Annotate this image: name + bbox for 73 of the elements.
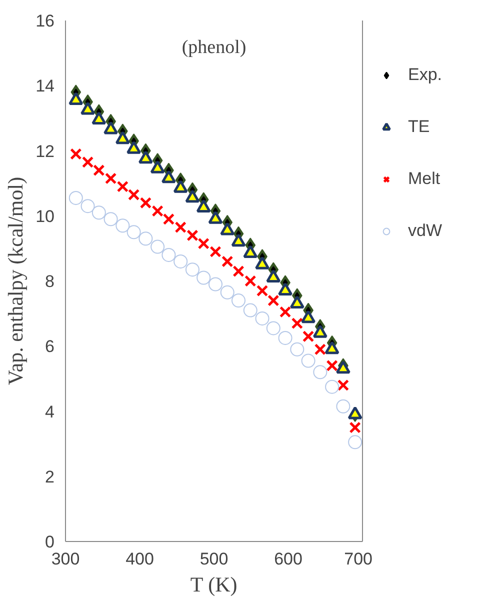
point [313,365,328,380]
legend-label: TE [408,117,430,137]
point [314,344,326,356]
point [116,218,130,233]
point [92,112,106,125]
point [326,360,338,372]
x-tick-label: 300 [51,550,80,568]
point [256,284,268,297]
point [126,225,141,240]
point [128,188,140,201]
point [70,148,82,160]
y-tick-label: 12 [36,142,55,161]
y-tick-label: 14 [36,76,55,96]
point [348,435,362,450]
point [208,277,222,292]
point [80,199,95,214]
y-tick-label: 16 [36,12,55,30]
point [115,131,130,144]
point [278,330,292,345]
x-tick-label: 600 [274,550,302,568]
point [152,205,164,217]
point [68,190,83,205]
y-tick-label: 10 [36,206,55,226]
point [232,294,246,308]
point [290,342,304,356]
y-tick-label: 8 [45,272,55,291]
point [244,275,256,287]
point [196,270,211,285]
point [174,221,186,234]
point [232,265,244,278]
point [140,197,152,209]
point [93,164,105,176]
point [336,399,350,414]
x-axis-title: T (K) [190,572,238,596]
point [337,379,350,392]
x-tick-label: 500 [200,550,228,568]
point [291,317,304,330]
point [325,380,340,394]
point [279,306,292,318]
y-tick-label: 4 [45,402,55,422]
point [302,330,314,342]
point [104,212,118,226]
legend-label: Melt [408,169,440,189]
point [222,256,234,268]
point [268,294,280,306]
legend-label: vdW [408,221,442,241]
annotation: (phenol) [182,36,246,58]
y-tick-label: 2 [45,467,55,486]
x-tick-label: 700 [344,550,373,568]
point [82,156,94,168]
point [116,180,129,192]
point [255,311,270,326]
point [220,285,234,300]
point [185,262,200,277]
y-tick-label: 6 [45,337,55,356]
point [150,240,165,254]
y-axis-title: Vap. enthalpy (kcal/mol) [4,176,28,386]
point [174,254,188,268]
point [266,321,280,336]
point [92,206,106,220]
point [301,354,316,368]
point [210,246,222,258]
x-tick-label: 400 [126,550,154,568]
point [186,230,198,242]
y-tick-label: 0 [45,532,55,552]
legend-label: Exp. [408,65,442,85]
point [349,422,361,434]
point [138,232,153,246]
point [162,213,175,225]
point [243,303,258,318]
point [104,172,117,184]
point [198,238,210,250]
point [162,248,176,262]
